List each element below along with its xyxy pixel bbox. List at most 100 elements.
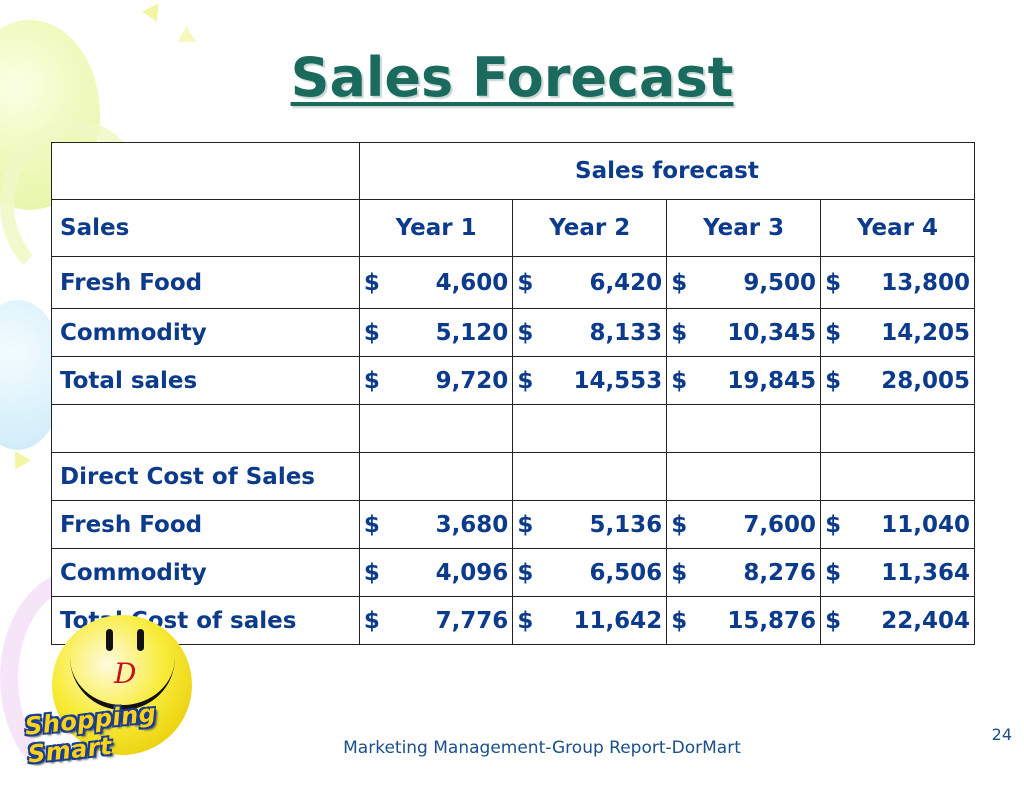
currency-symbol: $	[671, 269, 688, 296]
currency-symbol: $	[363, 559, 380, 586]
confetti-decoration	[142, 0, 166, 22]
table-row	[51, 404, 975, 453]
value-cell: $14,553	[512, 356, 668, 405]
value-cell: $8,276	[666, 548, 822, 597]
row-label: Commodity	[51, 308, 360, 357]
table-row: Fresh Food $3,680 $5,136 $7,600 $11,040	[51, 500, 975, 549]
shopping-smart-logo: D Shopping Smart	[24, 612, 230, 769]
amount-value: 7,600	[743, 511, 817, 538]
page-number: 24	[991, 725, 1012, 744]
currency-symbol: $	[825, 511, 842, 538]
amount-value: 11,040	[881, 511, 970, 538]
value-cell: $3,680	[358, 500, 514, 549]
currency-symbol: $	[517, 607, 534, 634]
value-cell: $11,642	[512, 596, 668, 645]
table-row: Commodity $5,120 $8,133 $10,345 $14,205	[51, 308, 975, 357]
amount-value: 14,553	[573, 367, 663, 394]
currency-symbol: $	[363, 319, 380, 346]
currency-symbol: $	[671, 367, 688, 394]
row-label: Fresh Food	[51, 500, 360, 549]
value-cell: $4,096	[358, 548, 514, 597]
amount-value: 11,364	[881, 559, 970, 586]
currency-symbol: $	[363, 269, 380, 296]
table-group-header-row: Sales forecast	[51, 142, 976, 200]
smiley-eye	[137, 629, 144, 651]
row-label	[51, 404, 360, 453]
slide-title: Sales Forecast	[290, 46, 734, 109]
value-cell: $22,404	[820, 596, 975, 645]
currency-symbol: $	[517, 367, 534, 394]
value-cell: $6,506	[512, 548, 668, 597]
value-cell	[358, 452, 514, 501]
value-cell: $8,133	[512, 308, 668, 357]
amount-value: 7,776	[435, 607, 509, 634]
column-header: Sales	[51, 199, 360, 257]
amount-value: 13,800	[881, 269, 970, 296]
value-cell: $4,600	[358, 256, 514, 309]
currency-symbol: $	[825, 319, 842, 346]
group-header-cell: Sales forecast	[358, 142, 976, 200]
amount-value: 10,345	[727, 319, 817, 346]
value-cell: $15,876	[666, 596, 822, 645]
value-cell	[358, 404, 514, 453]
value-cell: $5,136	[512, 500, 668, 549]
value-cell	[512, 452, 668, 501]
amount-value: 15,876	[727, 607, 817, 634]
table-row: Fresh Food $4,600 $6,420 $9,500 $13,800	[51, 256, 975, 309]
currency-symbol: $	[825, 607, 842, 634]
value-cell	[666, 452, 822, 501]
table-row: Commodity $4,096 $6,506 $8,276 $11,364	[51, 548, 975, 597]
value-cell	[666, 404, 822, 453]
amount-value: 4,096	[435, 559, 509, 586]
value-cell	[820, 452, 975, 501]
currency-symbol: $	[363, 607, 380, 634]
amount-value: 5,136	[589, 511, 663, 538]
column-header: Year 1	[358, 199, 514, 257]
value-cell: $19,845	[666, 356, 822, 405]
logo-letter: D	[114, 657, 137, 690]
currency-symbol: $	[825, 559, 842, 586]
amount-value: 5,120	[435, 319, 509, 346]
amount-value: 19,845	[727, 367, 817, 394]
row-label: Direct Cost of Sales	[51, 452, 360, 501]
table-corner-cell	[51, 142, 360, 200]
smiley-eye	[106, 629, 113, 651]
currency-symbol: $	[825, 367, 842, 394]
value-cell: $28,005	[820, 356, 975, 405]
value-cell: $6,420	[512, 256, 668, 309]
amount-value: 8,133	[589, 319, 663, 346]
row-label: Fresh Food	[51, 256, 360, 309]
currency-symbol: $	[363, 367, 380, 394]
slide-footer: Marketing Management-Group Report-DorMar…	[343, 738, 741, 758]
table-header-row: Sales Year 1 Year 2 Year 3 Year 4	[51, 199, 975, 257]
value-cell: $7,776	[358, 596, 514, 645]
value-cell: $7,600	[666, 500, 822, 549]
value-cell: $14,205	[820, 308, 975, 357]
table-row: Direct Cost of Sales	[51, 452, 975, 501]
value-cell	[820, 404, 975, 453]
value-cell: $11,040	[820, 500, 975, 549]
currency-symbol: $	[363, 511, 380, 538]
currency-symbol: $	[671, 607, 688, 634]
currency-symbol: $	[671, 511, 688, 538]
table-row: Total sales $9,720 $14,553 $19,845 $28,005	[51, 356, 975, 405]
row-label: Total sales	[51, 356, 360, 405]
amount-value: 22,404	[881, 607, 970, 634]
currency-symbol: $	[517, 559, 534, 586]
row-label: Commodity	[51, 548, 360, 597]
amount-value: 8,276	[743, 559, 817, 586]
currency-symbol: $	[671, 319, 688, 346]
value-cell: $9,720	[358, 356, 514, 405]
amount-value: 14,205	[881, 319, 970, 346]
column-header: Year 4	[820, 199, 975, 257]
smiley-mouth	[70, 655, 175, 710]
amount-value: 6,506	[589, 559, 663, 586]
smiley-face-icon: D	[52, 615, 192, 755]
currency-symbol: $	[671, 559, 688, 586]
currency-symbol: $	[517, 511, 534, 538]
amount-value: 3,680	[435, 511, 509, 538]
confetti-decoration	[7, 446, 31, 470]
value-cell	[512, 404, 668, 453]
value-cell: $11,364	[820, 548, 975, 597]
amount-value: 9,500	[743, 269, 817, 296]
